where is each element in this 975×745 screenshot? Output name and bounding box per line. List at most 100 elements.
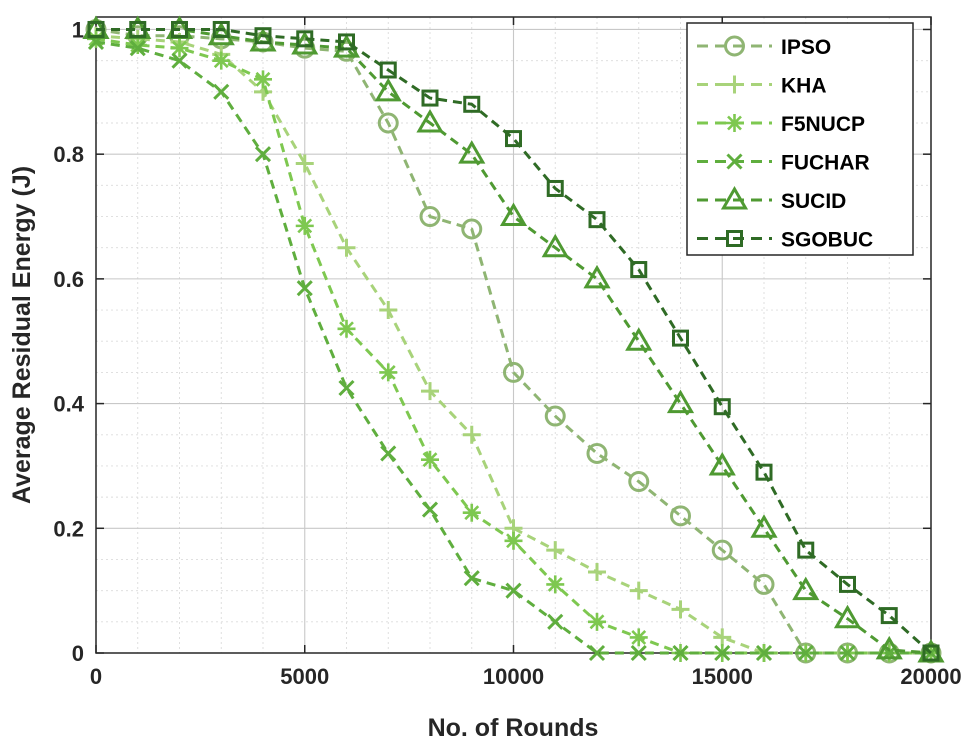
sgobuc-point	[672, 329, 689, 347]
x-tick-label: 15000	[692, 664, 753, 689]
sucid-point	[499, 202, 528, 227]
legend-label-fuchar: FUCHAR	[781, 152, 870, 175]
kha-point	[421, 382, 439, 401]
f5nucp-point	[379, 363, 398, 382]
legend-marker-sgobuc	[726, 230, 743, 247]
fuchar-point	[630, 644, 647, 662]
sgobuc-point	[546, 179, 564, 197]
series-layer	[82, 15, 945, 664]
y-axis-title: Average Residual Energy (J)	[8, 166, 36, 504]
sgobuc-point	[212, 20, 230, 38]
f5nucp-point	[462, 503, 481, 522]
legend-box	[686, 22, 914, 256]
legend: IPSO KHA F5NUCP FUCHAR SUCID SGOBUC	[686, 22, 914, 256]
sucid-point	[583, 264, 611, 289]
y-tick-label: 0.4	[53, 392, 84, 417]
f5nucp-point	[128, 36, 147, 55]
sgobuc-point	[421, 89, 439, 107]
fuchar-point	[547, 613, 564, 630]
legend-entry-kha: KHA	[697, 75, 827, 98]
kha-point	[379, 301, 398, 320]
ipso-point	[586, 442, 608, 464]
x-axis-title: No. of Rounds	[428, 714, 599, 742]
sucid-point	[708, 451, 736, 476]
sucid-point	[666, 389, 695, 414]
kha-point	[337, 238, 356, 257]
ipso-point	[503, 361, 524, 383]
f5nucp-point	[588, 612, 606, 631]
f5nucp-point	[546, 575, 565, 594]
sucid-point	[750, 514, 778, 538]
legend-entry-fuchar: FUCHAR	[697, 152, 870, 175]
legend-label-sucid: SUCID	[781, 190, 846, 213]
sgobuc-point	[296, 30, 314, 48]
f5nucp-point	[212, 51, 231, 70]
fuchar-point	[714, 644, 731, 662]
sgobuc-point	[880, 607, 898, 625]
sgobuc-point	[755, 463, 773, 481]
sucid-point	[625, 327, 653, 351]
legend-label-kha: KHA	[781, 75, 827, 98]
y-tick-label: 0.8	[53, 142, 84, 167]
legend-label-ipso: IPSO	[781, 36, 831, 59]
ipso-line	[95, 27, 931, 655]
kha-point	[546, 541, 565, 560]
fuchar-point	[296, 280, 313, 297]
kha-point	[462, 425, 481, 444]
kha-point	[629, 581, 648, 600]
legend-marker-fuchar	[726, 153, 743, 170]
x-tick-label: 10000	[483, 664, 544, 689]
f5nucp-point	[170, 39, 189, 58]
fuchar-point	[213, 83, 230, 100]
sgobuc-point	[379, 61, 397, 79]
fuchar-point	[463, 570, 480, 587]
sgobuc-point	[797, 541, 815, 559]
fuchar-point	[338, 379, 355, 397]
ipso-point	[753, 573, 775, 595]
sucid-point	[416, 109, 444, 133]
ipso-point	[711, 539, 733, 561]
fuchar-point	[755, 644, 773, 662]
fuchar-point	[797, 644, 814, 662]
legend-entry-sgobuc: SGOBUC	[697, 229, 873, 252]
f5nucp-point	[629, 628, 648, 647]
legend-marker-ipso	[724, 35, 745, 57]
axis-ticks: 0 5000 10000 15000 20000 0 0.2 0.4 0.6 0.8 1	[53, 17, 962, 689]
kha-point	[671, 600, 690, 619]
sgobuc-point	[505, 130, 522, 148]
kha-point	[588, 562, 606, 581]
sgobuc-point	[713, 398, 731, 416]
sucid-line	[96, 27, 932, 655]
x-tick-label: 20000	[900, 664, 961, 689]
fuchar-point	[129, 40, 146, 57]
ipso-point	[544, 405, 566, 427]
fuchar-point	[254, 146, 272, 163]
kha-point	[295, 154, 314, 173]
y-tick-label: 0.2	[53, 516, 84, 541]
legend-label-sgobuc: SGOBUC	[781, 229, 873, 252]
f5nucp-point	[504, 531, 523, 550]
fuchar-point	[505, 582, 522, 599]
sucid-point	[374, 77, 402, 102]
sucid-point	[875, 635, 903, 660]
legend-entry-sucid: SUCID	[697, 186, 846, 213]
legend-marker-sucid	[720, 186, 749, 210]
sgobuc-point	[129, 20, 147, 38]
sgobuc-point	[254, 27, 272, 45]
ipso-point	[419, 206, 441, 228]
fuchar-point	[171, 52, 188, 69]
sgobuc-point	[839, 575, 856, 593]
sucid-point	[833, 604, 862, 629]
sgobuc-line	[96, 27, 933, 655]
sgobuc-point	[588, 211, 606, 229]
sucid-point	[458, 140, 486, 164]
sucid-point	[541, 233, 569, 258]
series-fuchar	[87, 33, 940, 662]
f5nucp-point	[421, 450, 439, 469]
y-tick-label: 0	[72, 641, 84, 666]
legend-label-f5nucp: F5NUCP	[781, 113, 865, 136]
fuchar-point	[588, 644, 606, 662]
legend-entry-ipso: IPSO	[697, 35, 831, 59]
sgobuc-point	[171, 20, 188, 38]
